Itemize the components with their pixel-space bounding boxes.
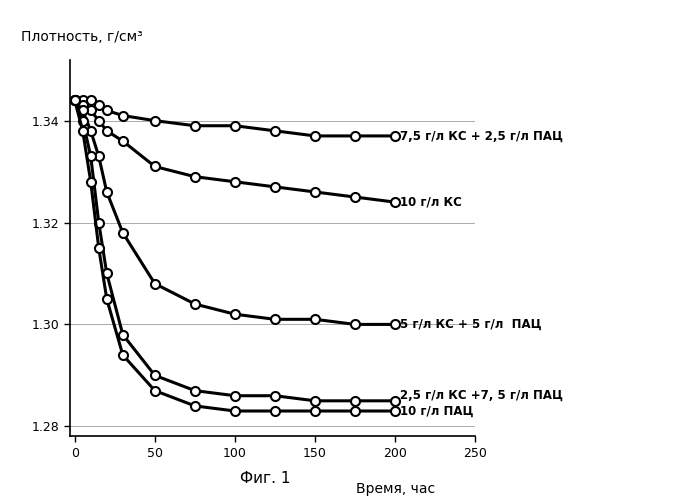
- Text: Время, час: Время, час: [356, 482, 435, 496]
- Text: 10 г/л ПАЦ: 10 г/л ПАЦ: [400, 405, 473, 418]
- Text: 5 г/л КС + 5 г/л  ПАЦ: 5 г/л КС + 5 г/л ПАЦ: [400, 318, 542, 331]
- Text: Фиг. 1: Фиг. 1: [240, 471, 291, 486]
- Text: 2,5 г/л КС +7, 5 г/л ПАЦ: 2,5 г/л КС +7, 5 г/л ПАЦ: [400, 389, 563, 402]
- Text: 7,5 г/л КС + 2,5 г/л ПАЦ: 7,5 г/л КС + 2,5 г/л ПАЦ: [400, 129, 563, 142]
- Text: Плотность, г/см³: Плотность, г/см³: [21, 30, 143, 45]
- Text: 10 г/л КС: 10 г/л КС: [400, 195, 462, 209]
